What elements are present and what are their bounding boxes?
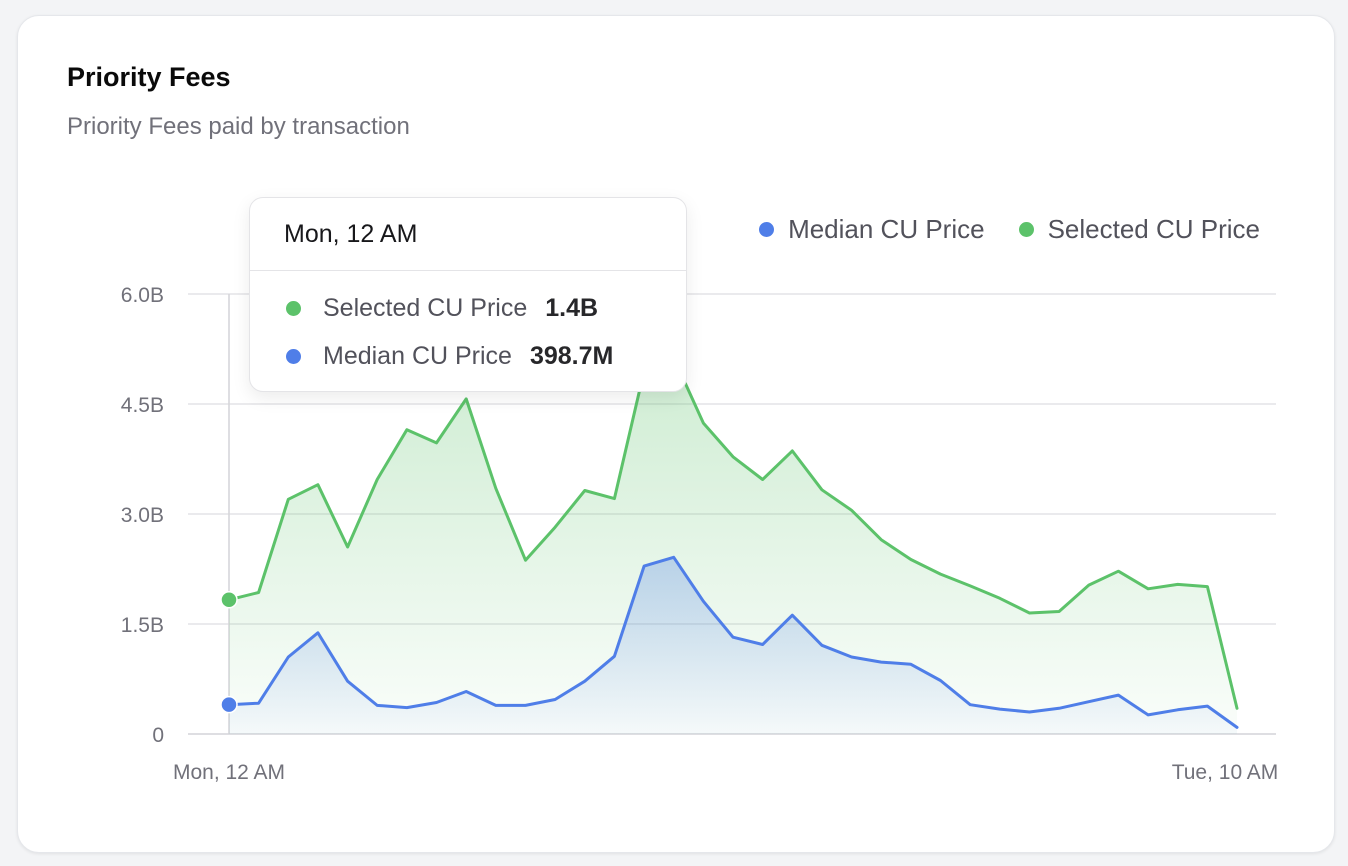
y-tick-label: 4.5B: [121, 394, 164, 417]
legend-label-median: Median CU Price: [788, 214, 985, 244]
tooltip-row-selected: Selected CU Price 1.4B: [286, 294, 598, 323]
active-point-selected: [220, 591, 238, 609]
series-area-selected: [229, 357, 1237, 734]
chart-legend: Median CU Price Selected CU Price: [759, 214, 1260, 245]
legend-label-selected: Selected CU Price: [1047, 214, 1260, 244]
series-line-median: [227, 555, 1239, 729]
tooltip-value-selected: 1.4B: [545, 294, 599, 322]
series-line-selected: [227, 356, 1239, 710]
y-tick-label: 1.5B: [121, 614, 164, 637]
tooltip-value-median: 398.7M: [529, 342, 614, 370]
legend-dot-selected: [1018, 222, 1034, 237]
x-tick-label: Tue, 10 AM: [1172, 761, 1279, 784]
tooltip-title: Mon, 12 AM: [284, 220, 418, 248]
card-title: Priority Fees: [67, 62, 231, 92]
x-tick-label: Mon, 12 AM: [173, 761, 285, 784]
legend-dot-median: [759, 222, 775, 237]
card-subtitle: Priority Fees paid by transaction: [67, 113, 410, 140]
tooltip-label-median: Median CU Price: [323, 342, 512, 370]
tooltip-dot-median: [286, 349, 301, 364]
legend-item-selected[interactable]: Selected CU Price: [1018, 214, 1260, 245]
y-tick-label: 3.0B: [121, 504, 164, 527]
tooltip-label-selected: Selected CU Price: [323, 294, 528, 322]
chart-tooltip: Mon, 12 AM Selected CU Price 1.4B Median…: [249, 197, 687, 392]
tooltip-row-median: Median CU Price 398.7M: [286, 342, 613, 371]
legend-item-median[interactable]: Median CU Price: [759, 214, 985, 245]
y-tick-label: 0: [152, 724, 164, 747]
active-point-median: [220, 695, 238, 714]
series-area-median: [229, 557, 1237, 734]
tooltip-divider: [250, 270, 686, 271]
y-tick-label: 6.0B: [121, 284, 164, 307]
tooltip-dot-selected: [286, 301, 301, 316]
